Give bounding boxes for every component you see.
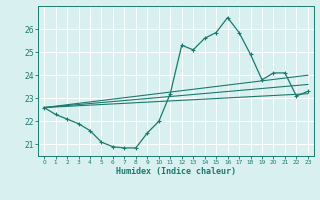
X-axis label: Humidex (Indice chaleur): Humidex (Indice chaleur) (116, 167, 236, 176)
